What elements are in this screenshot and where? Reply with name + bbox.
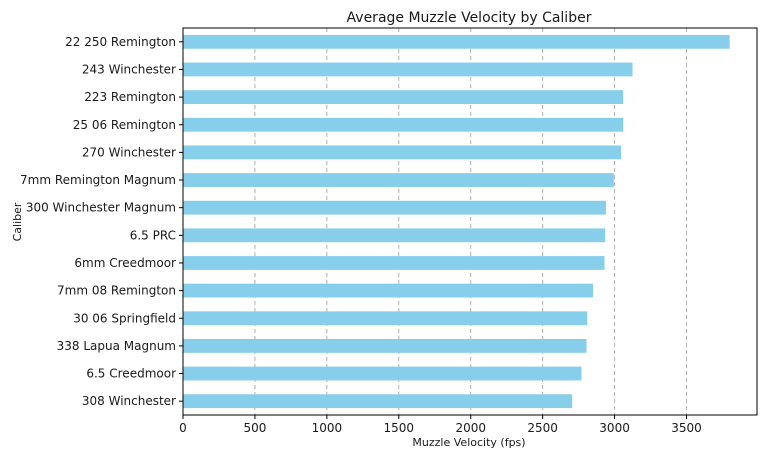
category-label-11: 338 Lapua Magnum [57,339,176,353]
bar-3 [183,117,624,132]
category-label-3: 25 06 Remington [73,118,176,132]
category-label-2: 223 Remington [84,90,176,104]
bar-10 [183,311,588,326]
category-label-4: 270 Winchester [82,145,176,159]
category-label-5: 7mm Remington Magnum [20,173,176,187]
bar-7 [183,228,606,243]
x-tick-label-5: 2500 [527,421,558,435]
category-label-12: 6.5 Creedmoor [86,367,176,381]
y-tick-labels: 22 250 Remington 243 Winchester 223 Reming… [20,35,183,408]
x-tick-label-1: 500 [243,421,266,435]
bar-4 [183,145,622,160]
category-label-13: 308 Winchester [82,394,176,408]
category-label-9: 7mm 08 Remington [57,284,176,298]
category-label-0: 22 250 Remington [65,35,176,49]
category-label-8: 6mm Creedmoor [74,256,176,270]
bar-6 [183,200,606,215]
x-tick-label-0: 0 [179,421,187,435]
x-tick-label-6: 3000 [599,421,630,435]
bar-9 [183,283,593,298]
bar-2 [183,90,624,105]
category-label-1: 243 Winchester [82,62,176,76]
x-axis-label: Muzzle Velocity (fps) [412,436,525,449]
bar-0 [183,34,730,49]
x-tick-label-3: 1500 [384,421,415,435]
x-tick-label-4: 2000 [455,421,486,435]
bar-8 [183,256,605,270]
bars [183,34,730,409]
bar-12 [183,366,582,381]
bar-13 [183,394,573,409]
x-tick-label-7: 3500 [671,421,702,435]
chart-title: Average Muzzle Velocity by Caliber [347,10,592,26]
category-label-10: 30 06 Springfield [73,311,176,325]
category-label-7: 6.5 PRC [130,228,176,242]
category-label-6: 300 Winchester Magnum [26,201,176,215]
bar-11 [183,338,587,353]
y-axis-label: Caliber [11,202,24,241]
x-tick-label-2: 1000 [312,421,343,435]
grid-lines [182,28,688,415]
bar-1 [183,62,633,77]
bar-5 [183,173,614,187]
x-tick-labels: 0 500 1000 1500 2000 2500 3000 3500 [179,415,702,435]
plot-frame [182,27,758,416]
